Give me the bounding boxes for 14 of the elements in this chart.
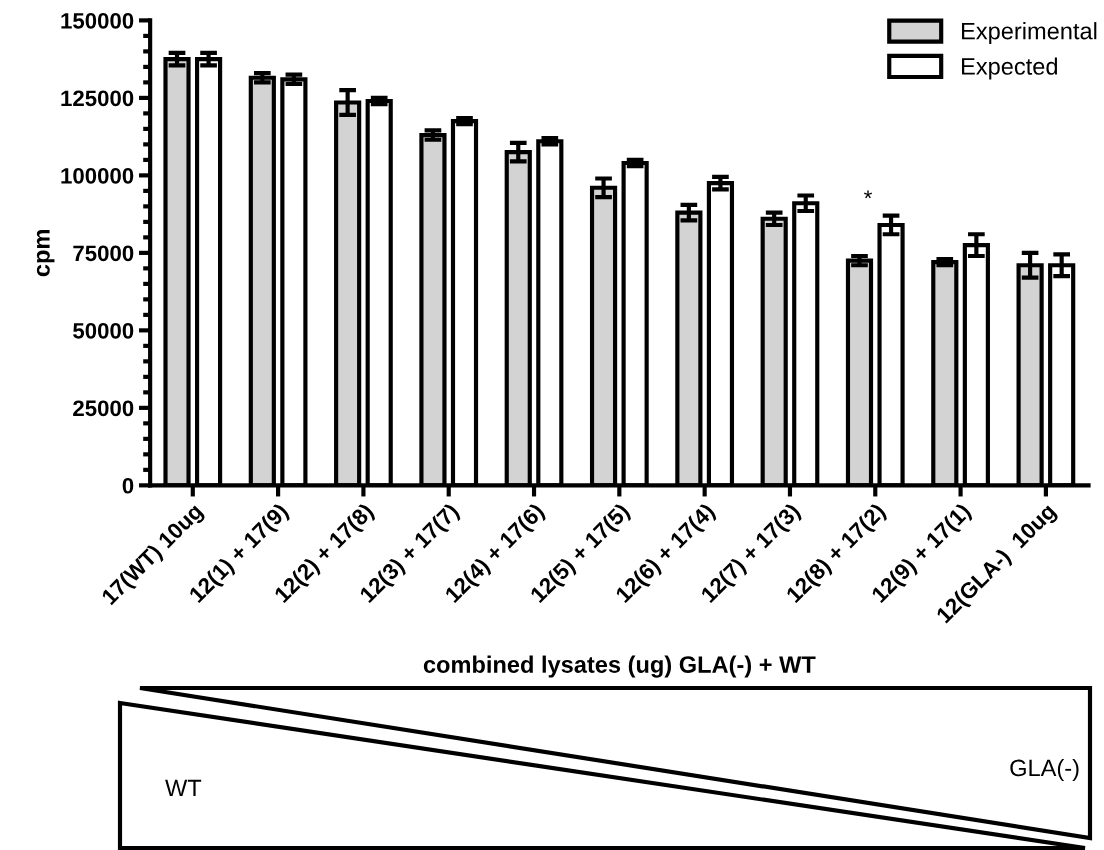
y-tick-label: 75000	[73, 245, 134, 262]
text: WT	[165, 779, 202, 797]
text: GLA(-)	[1010, 758, 1079, 781]
y-tick-label: 25000	[73, 400, 134, 417]
y-axis-title: cpm	[36, 230, 55, 277]
y-tick-label: 0	[122, 477, 134, 494]
y-tick-label: 125000	[61, 90, 134, 107]
x-axis-title: combined lysates (ug) GLA(-) + WT	[423, 655, 816, 678]
y-tick-label: 50000	[73, 322, 134, 339]
y-tick-label: 100000	[61, 167, 134, 184]
y-tick-label: 150000	[61, 12, 134, 29]
annotation: *	[864, 190, 872, 199]
legend-label: Expected	[962, 57, 1058, 80]
legend-label: Experimental	[962, 22, 1097, 45]
